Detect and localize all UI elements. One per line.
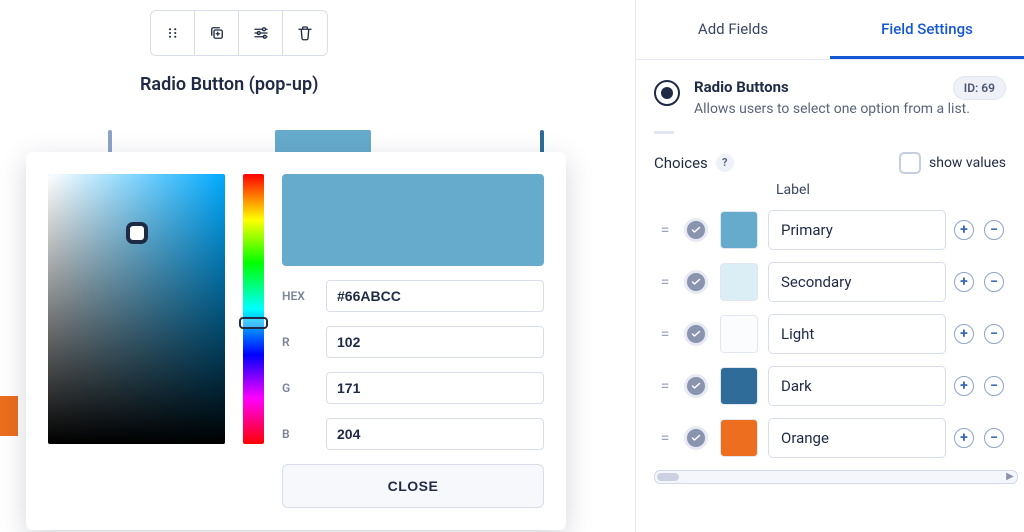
hex-input[interactable] [326,280,544,312]
duplicate-field-button[interactable] [195,11,239,55]
add-choice-button[interactable]: + [954,220,974,240]
field-settings-button[interactable] [239,11,283,55]
tab-add-fields[interactable]: Add Fields [636,0,830,59]
close-button[interactable]: CLOSE [282,464,544,508]
choice-color-swatch[interactable] [720,419,758,457]
choice-color-swatch[interactable] [720,211,758,249]
b-label: B [282,427,316,441]
delete-field-button[interactable] [283,11,327,55]
remove-choice-button[interactable]: − [984,272,1004,292]
field-info-title: Radio Buttons [694,78,970,96]
show-values-label: show values [929,155,1006,171]
checkbox-icon[interactable] [899,152,921,174]
move-field-button[interactable] [151,11,195,55]
scroll-right-icon[interactable]: ▶ [1003,471,1017,483]
choice-label-input[interactable]: Orange [768,418,946,458]
color-picker-popup: HEX R G B CLOSE [26,152,566,530]
field-toolbar [150,10,328,56]
horizontal-scrollbar[interactable]: ◀ ▶ [654,470,1018,484]
choice-label-input[interactable]: Dark [768,366,946,406]
hue-slider[interactable] [243,174,264,444]
choice-label-input[interactable]: Secondary [768,262,946,302]
current-color-swatch [282,174,544,266]
drag-handle-icon[interactable]: = [654,272,676,291]
drag-handle-icon[interactable]: = [654,376,676,395]
field-info: Radio Buttons Allows users to select one… [636,60,1024,129]
add-choice-button[interactable]: + [954,324,974,344]
add-choice-button[interactable]: + [954,376,974,396]
add-choice-button[interactable]: + [954,272,974,292]
choice-color-swatch[interactable] [720,263,758,301]
choice-row: = Dark +− [636,360,1024,412]
field-title: Radio Button (pop-up) [140,74,635,95]
choice-select-radio[interactable] [684,426,708,450]
help-icon[interactable]: ? [716,154,734,172]
settings-panel: Add Fields Field Settings Radio Buttons … [636,0,1024,532]
remove-choice-button[interactable]: − [984,428,1004,448]
choice-row: = Orange +− [636,412,1024,464]
remove-choice-button[interactable]: − [984,376,1004,396]
add-choice-button[interactable]: + [954,428,974,448]
choice-row: = Light +− [636,308,1024,360]
canvas-area: Radio Button (pop-up) HEX R [0,0,636,532]
radio-icon [654,80,680,106]
scroll-thumb[interactable] [657,473,679,481]
choice-row: = Primary +− [636,204,1024,256]
panel-tabs: Add Fields Field Settings [636,0,1024,60]
sv-cursor[interactable] [126,222,148,244]
field-id-badge: ID: 69 [953,76,1006,100]
g-label: G [282,381,316,395]
drag-handle-icon[interactable]: = [654,220,676,239]
remove-choice-button[interactable]: − [984,220,1004,240]
choice-color-swatch[interactable] [720,315,758,353]
choice-select-radio[interactable] [684,322,708,346]
saturation-value-panel[interactable] [48,174,225,444]
choice-label-input[interactable]: Primary [768,210,946,250]
choice-label-input[interactable]: Light [768,314,946,354]
drag-handle-icon[interactable]: = [654,428,676,447]
tab-field-settings[interactable]: Field Settings [830,0,1024,59]
g-input[interactable] [326,372,544,404]
choice-select-radio[interactable] [684,270,708,294]
choice-select-radio[interactable] [684,374,708,398]
r-label: R [282,335,316,349]
show-values-toggle[interactable]: show values [899,152,1006,174]
canvas-orange-stub [0,396,18,436]
hex-label: HEX [282,289,316,303]
label-column-header: Label [636,182,1024,204]
remove-choice-button[interactable]: − [984,324,1004,344]
field-info-desc: Allows users to select one option from a… [694,100,970,119]
choice-color-swatch[interactable] [720,367,758,405]
choice-row: = Secondary +− [636,256,1024,308]
drag-handle-icon[interactable]: = [654,324,676,343]
choices-label: Choices [654,154,708,172]
r-input[interactable] [326,326,544,358]
b-input[interactable] [326,418,544,450]
choice-select-radio[interactable] [684,218,708,242]
hue-thumb[interactable] [239,317,268,329]
